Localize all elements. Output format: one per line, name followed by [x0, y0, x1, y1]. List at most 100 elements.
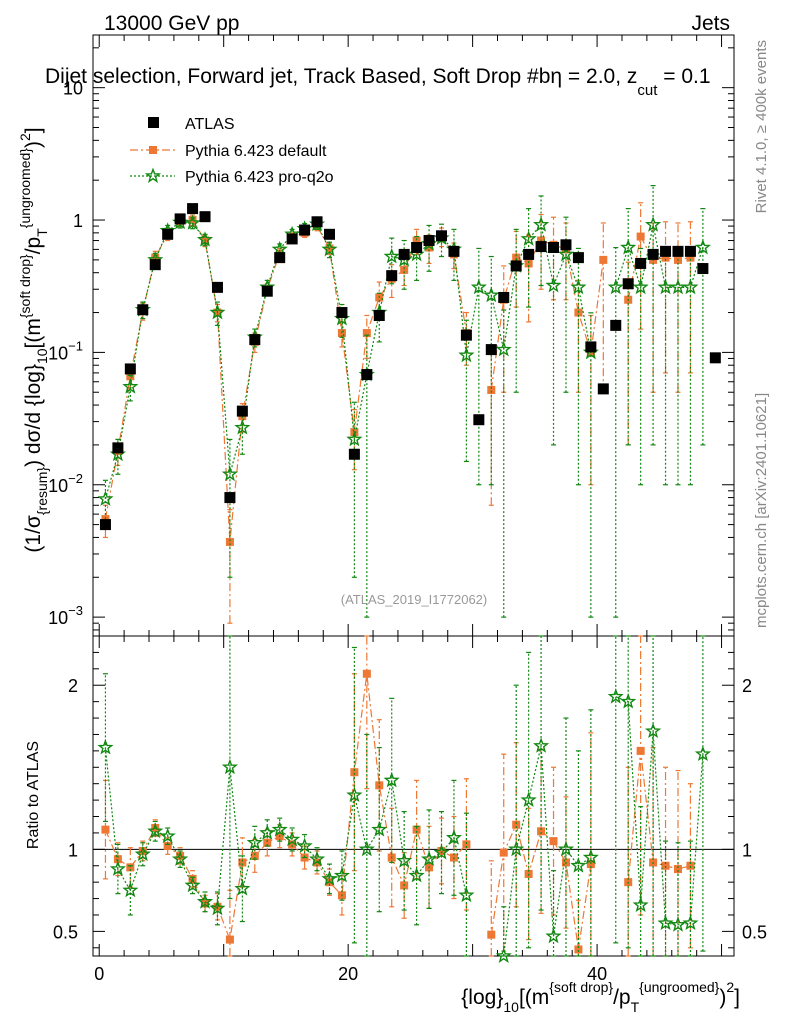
atlas-point	[709, 352, 721, 364]
ratio-pro-point	[632, 896, 649, 913]
atlas-point	[99, 519, 111, 531]
atlas-point	[224, 492, 236, 504]
ratio-pro-point	[694, 745, 711, 762]
pro-point	[620, 238, 637, 255]
mcplots-label: mcplots.cern.ch [arXiv:2401.10621]	[753, 393, 770, 628]
pro-point	[557, 245, 575, 262]
main-y-tick-label: 10−1	[48, 338, 83, 363]
ratio-pro-point	[209, 899, 226, 916]
ratio-default-point	[362, 669, 371, 678]
ratio-default-line	[627, 750, 691, 883]
ratio-pro-point	[196, 893, 214, 909]
atlas-point	[610, 319, 622, 331]
ratio-default-point	[412, 825, 421, 834]
atlas-point	[124, 363, 136, 375]
ratio-pro-point	[122, 881, 139, 898]
ratio-default-point	[138, 846, 147, 855]
ratio-pro-point	[570, 857, 587, 873]
atlas-point	[572, 252, 584, 264]
atlas-point	[535, 241, 547, 253]
ratio-default-line	[104, 673, 467, 942]
default-point	[225, 537, 234, 546]
main-axis-ticks: 10−3 10−2 10−1 1 10	[48, 35, 734, 636]
atlas-point	[299, 224, 311, 236]
default-point	[487, 385, 496, 394]
pro-point	[458, 346, 475, 363]
ratio-pro-point	[582, 848, 599, 865]
ratio-pro-point	[508, 840, 525, 857]
pro-point	[470, 278, 487, 295]
ratio-pro-point	[458, 886, 475, 903]
ratio-y-tick-label-right: 2	[742, 676, 752, 696]
atlas-point	[348, 448, 360, 460]
main-y-tick-label: 10	[63, 79, 83, 99]
ratio-y-tick-label-right: 0.5	[742, 922, 767, 942]
energy-label: 13000 GeV pp	[104, 12, 239, 35]
atlas-point	[510, 260, 522, 272]
ratio-default-point	[113, 855, 122, 864]
default-point	[362, 329, 371, 338]
ratio-pro-point	[159, 827, 176, 844]
atlas-point	[448, 245, 460, 257]
ratio-default-point	[462, 840, 471, 849]
ratio-default-point	[636, 746, 645, 755]
atlas-point	[560, 239, 572, 251]
main-y-tick-label: 10−3	[48, 603, 83, 628]
ratio-pro-point	[557, 840, 575, 857]
legend-default-marker	[149, 146, 157, 154]
ratio-pro-point	[408, 867, 425, 883]
ratio-pro-point	[445, 829, 462, 845]
ratio-default-point	[375, 781, 384, 790]
ratio-pro-point	[396, 852, 413, 868]
atlas-point	[672, 245, 684, 257]
atlas-point	[162, 228, 174, 240]
ratio-y-axis-label: Ratio to ATLAS	[25, 741, 42, 849]
pro-point	[122, 378, 139, 394]
pro-point	[209, 303, 226, 320]
atlas-point	[647, 248, 659, 260]
legend-pro-marker	[144, 167, 162, 183]
default-point	[425, 243, 434, 252]
pro-line	[615, 224, 704, 288]
ratio-pro-point	[171, 850, 189, 867]
category-label: Jets	[691, 12, 730, 35]
legend-atlas-label: ATLAS	[185, 116, 235, 133]
x-axis-label: {log}10[(m{soft drop}/pT{ungroomed})2]	[461, 979, 740, 1015]
ratio-pro-point	[246, 834, 263, 850]
ratio-pro-point	[371, 821, 388, 837]
ratio-default-point	[176, 851, 185, 860]
ratio-pro-point	[271, 821, 288, 837]
ratio-default-point	[586, 860, 595, 869]
default-point	[412, 236, 421, 245]
pro-line	[104, 221, 592, 500]
atlas-point	[311, 216, 323, 228]
atlas-point	[423, 235, 435, 247]
atlas-point	[199, 211, 211, 223]
rivet-version-label: Rivet 4.1.0, ≥ 400k events	[753, 40, 770, 213]
atlas-point	[398, 248, 410, 260]
ratio-pro-point	[109, 860, 126, 876]
ratio-pro-point	[607, 688, 624, 704]
pro-point	[570, 278, 587, 295]
x-tick-label: 40	[587, 964, 607, 984]
ratio-default-point	[350, 768, 359, 777]
atlas-point	[286, 233, 298, 245]
ratio-pro-point	[333, 867, 351, 883]
atlas-point	[336, 307, 348, 319]
atlas-point	[323, 228, 335, 240]
ratio-pro-point	[259, 824, 276, 840]
ratio-y-tick-label: 1	[68, 840, 78, 860]
atlas-point	[548, 242, 560, 254]
ratio-default-point	[487, 930, 496, 939]
ratio-default-point	[263, 838, 272, 847]
pro-point	[533, 216, 550, 232]
pro-point	[645, 216, 662, 232]
ratio-y-tick-label: 0.5	[53, 922, 78, 942]
atlas-point	[411, 242, 423, 254]
atlas-point	[187, 203, 199, 215]
pro-point	[97, 490, 114, 506]
ratio-default-point	[661, 861, 670, 870]
ratio-pro-point	[309, 850, 326, 867]
ratio-pro-point	[147, 822, 164, 839]
main-y-tick-label: 10−2	[48, 471, 83, 496]
